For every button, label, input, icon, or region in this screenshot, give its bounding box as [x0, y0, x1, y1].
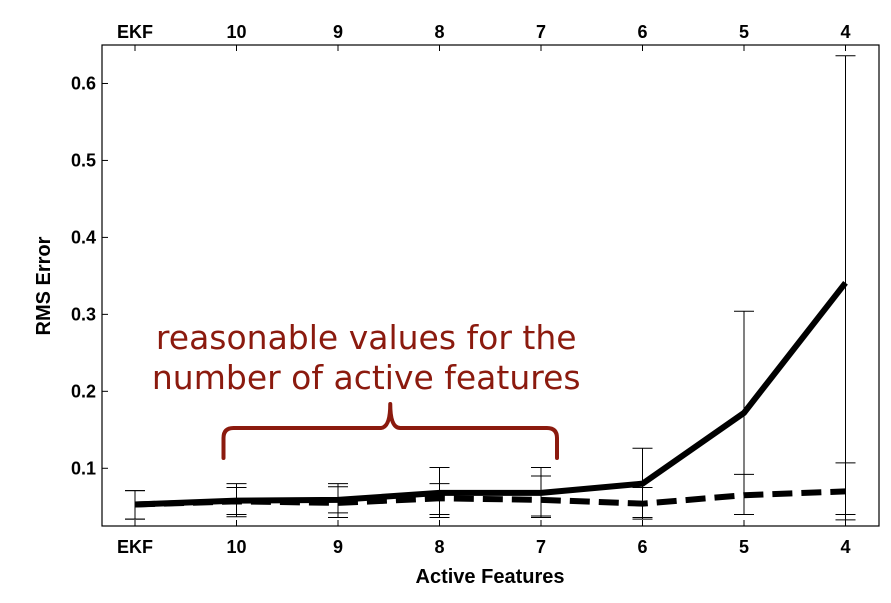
annotation-text-line-1: reasonable values for the [156, 318, 577, 357]
top-tick-label: 8 [434, 22, 444, 42]
top-tick-label: 6 [637, 22, 647, 42]
bottom-axis-ticks: EKF 10 9 8 7 6 5 4 [117, 520, 851, 557]
x-tick-label: 5 [739, 537, 749, 557]
x-tick-label: EKF [117, 537, 153, 557]
series-lines [134, 280, 848, 508]
y-tick-label: 0.5 [71, 150, 96, 170]
y-axis-ticks: 0.1 0.2 0.3 0.4 0.5 0.6 [71, 73, 108, 478]
y-tick-label: 0.1 [71, 458, 96, 478]
y-tick-label: 0.4 [71, 227, 96, 247]
plot-frame [101, 44, 880, 527]
top-tick-label: 10 [226, 22, 246, 42]
top-axis-ticks: EKF 10 9 8 7 6 5 4 [117, 22, 851, 51]
y-axis-title: RMS Error [33, 236, 55, 335]
annotation-brace [221, 402, 559, 460]
x-tick-label: 6 [637, 537, 647, 557]
y-tick-label: 0.3 [71, 304, 96, 324]
y-tick-label: 0.6 [71, 73, 96, 93]
annotation: reasonable values for the number of acti… [152, 318, 581, 460]
x-tick-label: 4 [840, 537, 850, 557]
y-tick-label: 0.2 [71, 381, 96, 401]
top-tick-label: 4 [840, 22, 850, 42]
x-tick-label: 8 [434, 537, 444, 557]
top-tick-label: 9 [333, 22, 343, 42]
top-tick-label: 7 [536, 22, 546, 42]
top-tick-label: 5 [739, 22, 749, 42]
error-bars [125, 55, 856, 521]
x-tick-label: 10 [226, 537, 246, 557]
x-tick-label: 7 [536, 537, 546, 557]
x-tick-label: 9 [333, 537, 343, 557]
solid-series-line [134, 280, 848, 508]
x-axis-title: Active Features [416, 566, 565, 588]
annotation-text-line-2: number of active features [152, 358, 581, 397]
top-tick-label: EKF [117, 22, 153, 42]
